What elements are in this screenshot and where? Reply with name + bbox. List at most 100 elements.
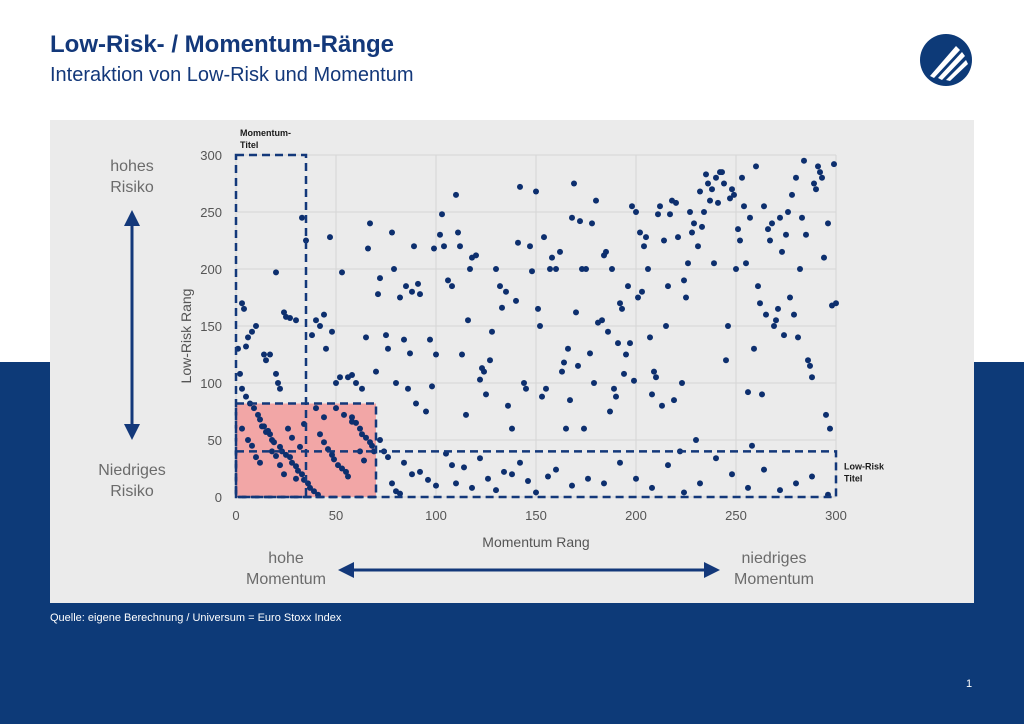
data-point	[803, 231, 809, 238]
data-point	[701, 209, 707, 215]
data-point	[339, 465, 345, 472]
data-point	[393, 380, 399, 386]
data-point	[311, 488, 317, 495]
data-point	[749, 442, 755, 449]
data-point	[455, 229, 461, 236]
data-point	[689, 229, 695, 236]
company-logo-icon	[920, 34, 972, 86]
data-point	[397, 294, 403, 301]
data-point	[273, 269, 279, 276]
data-point	[257, 459, 263, 466]
data-point	[331, 456, 337, 463]
chart-panel: hohes Risiko Niedriges Risiko hohe Momen…	[50, 120, 974, 603]
data-point	[805, 357, 811, 364]
region-label-momentum: Momentum-Titel	[240, 128, 291, 150]
data-point	[547, 266, 553, 272]
data-point	[793, 480, 799, 487]
data-point	[599, 317, 605, 324]
data-point	[621, 370, 627, 377]
data-point	[459, 351, 465, 358]
data-point	[603, 248, 609, 255]
data-point	[361, 457, 367, 464]
data-point	[781, 332, 787, 339]
data-point	[815, 163, 821, 170]
data-point	[633, 209, 639, 215]
data-point	[703, 171, 709, 178]
data-point	[307, 484, 313, 491]
data-point	[249, 328, 255, 335]
data-point	[493, 266, 499, 272]
data-point	[317, 323, 323, 329]
data-point	[629, 203, 635, 210]
data-point	[335, 462, 341, 469]
data-point	[253, 323, 259, 329]
data-point	[647, 334, 653, 341]
data-point	[675, 234, 681, 241]
data-point	[389, 480, 395, 487]
data-point	[333, 405, 339, 412]
data-point	[483, 391, 489, 398]
data-point	[407, 350, 413, 357]
data-point	[397, 490, 403, 497]
data-point	[631, 377, 637, 384]
data-point	[771, 323, 777, 329]
data-point	[745, 389, 751, 396]
data-point	[695, 243, 701, 250]
data-point	[389, 229, 395, 236]
data-point	[349, 414, 355, 421]
data-point	[785, 209, 791, 215]
data-point	[383, 332, 389, 339]
page-subtitle: Interaktion von Low-Risk und Momentum	[50, 64, 414, 86]
label-high-momentum: hohe Momentum	[245, 550, 327, 588]
data-point	[341, 411, 347, 418]
data-point	[265, 427, 271, 434]
data-point	[609, 266, 615, 272]
data-point	[339, 269, 345, 276]
data-point	[453, 480, 459, 487]
data-point	[277, 443, 283, 450]
data-point	[799, 214, 805, 221]
data-point	[293, 317, 299, 324]
data-point	[663, 323, 669, 329]
data-point	[681, 489, 687, 496]
data-point	[439, 211, 445, 218]
data-point	[607, 408, 613, 415]
data-point	[697, 480, 703, 487]
data-point	[773, 317, 779, 324]
data-point	[409, 288, 415, 295]
data-point	[787, 294, 793, 301]
data-point	[313, 405, 319, 412]
data-point	[289, 434, 295, 441]
data-point	[685, 260, 691, 267]
data-point	[591, 380, 597, 386]
data-point	[779, 248, 785, 255]
data-point	[273, 452, 279, 459]
data-point	[481, 368, 487, 375]
data-point	[797, 266, 803, 272]
data-point	[693, 437, 699, 443]
data-point	[275, 380, 281, 386]
data-point	[433, 351, 439, 358]
data-point	[261, 351, 267, 358]
data-point	[801, 157, 807, 164]
data-point	[303, 237, 309, 244]
data-point	[317, 431, 323, 438]
data-point	[747, 214, 753, 221]
data-point	[253, 454, 259, 461]
data-point	[729, 186, 735, 193]
data-point	[667, 211, 673, 218]
data-point	[273, 370, 279, 377]
y-tick-label: 0	[215, 490, 222, 505]
data-point	[327, 234, 333, 241]
data-point	[349, 418, 355, 425]
data-point	[449, 283, 455, 290]
data-point	[811, 180, 817, 187]
data-point	[489, 328, 495, 335]
y-tick-label: 100	[200, 376, 222, 391]
data-point	[243, 343, 249, 350]
data-point	[465, 317, 471, 324]
data-point	[477, 455, 483, 462]
data-point	[413, 400, 419, 407]
data-point	[783, 231, 789, 238]
data-point	[533, 188, 539, 195]
